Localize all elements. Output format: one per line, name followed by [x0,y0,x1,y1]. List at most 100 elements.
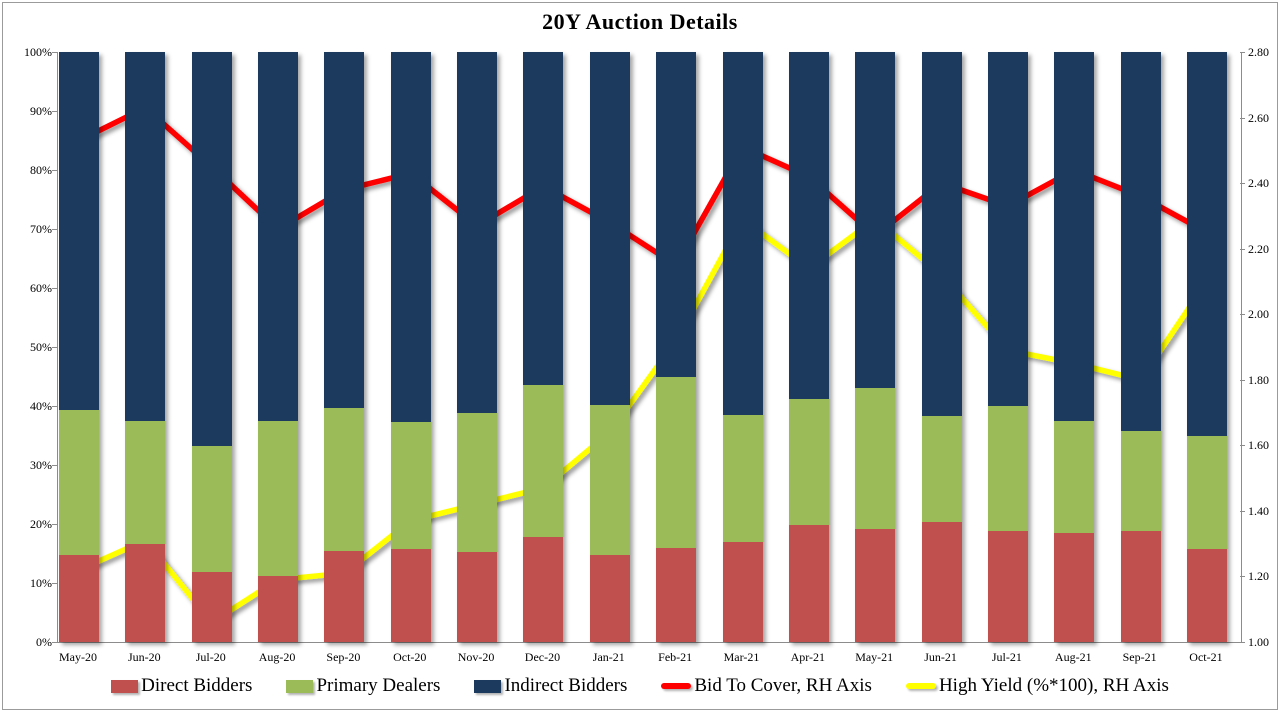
bar-segment-primary-dealers [1120,430,1161,532]
bar-segment-indirect-bidders [191,52,232,446]
bar-segment-direct-bidders [1186,549,1227,642]
left-axis-label-80%: 80% [30,163,52,177]
stacked-bar-May-21 [855,52,896,642]
x-tick-label-Mar-21: Mar-21 [723,650,760,664]
right-axis-label-2.20: 2.20 [1248,241,1269,256]
left-axis-label-0%: 0% [36,635,52,649]
bar-segment-direct-bidders [788,525,829,642]
bar-segment-primary-dealers [788,398,829,526]
legend-item-indirect-bidders: Indirect Bidders [474,675,627,697]
bar-segment-primary-dealers [324,408,365,552]
stacked-bar-Nov-20 [457,52,498,642]
right-axis-tick [1240,379,1245,381]
x-tick-label-Jun-21: Jun-21 [924,650,957,664]
left-axis-tick [52,288,57,289]
right-axis-label-2.80: 2.80 [1248,45,1269,59]
left-axis-label-90%: 90% [30,104,52,118]
bar-segment-indirect-bidders [788,52,829,399]
stacked-bar-Aug-20 [258,52,299,642]
right-axis-tick [1240,510,1245,512]
right-axis-tick [1240,183,1245,185]
bar-segment-direct-bidders [457,551,498,642]
legend-label: Primary Dealers [316,675,441,696]
stacked-bar-Apr-21 [788,52,829,642]
legend-item-high-yield-100-rh-axis: High Yield (%*100), RH Axis [905,675,1169,697]
bar-segment-primary-dealers [1054,420,1095,533]
legend-swatch-bar [286,679,314,693]
right-axis-tick [1240,117,1245,119]
bar-segment-primary-dealers [125,421,166,545]
bar-segment-primary-dealers [258,420,299,576]
left-axis-label-20%: 20% [30,517,52,531]
legend-label: Indirect Bidders [504,675,628,696]
stacked-bar-Jul-21 [987,52,1028,642]
bar-segment-indirect-bidders [589,52,630,405]
left-axis-label-30%: 30% [30,458,52,472]
legend: Direct Bidders Primary Dealers Indirect Bi… [0,675,1280,697]
stacked-bar-May-20 [59,52,99,642]
bar-segment-primary-dealers [59,410,99,556]
x-tick-label-Oct-20: Oct-20 [393,650,427,664]
bar-segment-primary-dealers [987,406,1028,532]
legend-label: Bid To Cover, RH Axis [694,675,872,696]
x-tick-label-Dec-20: Dec-20 [524,650,561,664]
right-axis-label-1.00: 1.00 [1248,635,1269,649]
x-tick-label-Jul-21: Jul-21 [991,650,1022,664]
right-axis-label-1.60: 1.60 [1248,438,1269,453]
x-tick-label-Apr-21: Apr-21 [790,650,826,664]
bar-segment-direct-bidders [855,528,896,642]
x-tick-label-Jan-21: Jan-21 [592,650,625,664]
bar-segment-primary-dealers [921,416,962,522]
bar-segment-indirect-bidders [125,52,166,422]
left-axis-label-50%: 50% [30,340,52,354]
stacked-bar-Feb-21 [656,52,697,642]
bar-segment-indirect-bidders [921,52,962,417]
left-axis-tick [52,524,57,525]
stacked-bar-Jul-20 [191,52,232,642]
bar-segment-indirect-bidders [656,52,697,377]
legend-label: Direct Bidders [141,675,253,696]
x-tick-label-May-20: May-20 [59,650,97,664]
legend-swatch-line [905,683,936,689]
left-axis-label-60%: 60% [30,281,52,295]
bar-segment-direct-bidders [125,544,166,642]
bar-segment-indirect-bidders [1120,52,1161,431]
left-axis-tick [52,406,57,407]
stacked-bar-Jan-21 [589,52,630,642]
x-tick-label-Sep-21: Sep-21 [1122,650,1157,664]
bar-segment-direct-bidders [390,548,431,642]
stacked-bar-Jun-20 [125,52,166,642]
bar-segment-direct-bidders [1120,531,1161,642]
bar-segment-primary-dealers [722,414,763,543]
x-tick-label-Nov-20: Nov-20 [457,650,495,664]
bar-segment-primary-dealers [855,387,896,529]
left-axis-tick [52,465,57,466]
bar-segment-direct-bidders [191,572,232,642]
right-axis-tick [1240,314,1245,316]
plot-area [57,52,1242,643]
left-axis-label-70%: 70% [30,222,52,236]
right-axis-label-2.40: 2.40 [1248,176,1269,191]
stacked-bar-Dec-20 [523,52,564,642]
stacked-bar-Sep-20 [324,52,365,642]
stacked-bar-Sep-21 [1120,52,1161,642]
left-axis-tick [52,642,57,643]
bar-segment-direct-bidders [324,551,365,642]
stacked-bar-Oct-20 [390,52,431,642]
right-axis-label-1.40: 1.40 [1248,503,1269,518]
bar-segment-indirect-bidders [1054,52,1095,421]
bar-segment-direct-bidders [987,531,1028,642]
right-axis-tick [1240,576,1245,578]
right-axis-tick [1240,642,1245,643]
x-tick-label-Feb-21: Feb-21 [658,650,693,664]
left-axis-tick [52,583,57,584]
bar-segment-primary-dealers [457,412,498,552]
x-tick-label-Jul-20: Jul-20 [195,650,226,664]
line-bid-to-cover-rh-axis [76,104,1210,268]
bar-segment-indirect-bidders [855,52,896,388]
bar-segment-primary-dealers [191,445,232,573]
bar-segment-primary-dealers [390,421,431,549]
right-axis-tick [1240,248,1245,250]
bar-segment-direct-bidders [656,547,697,642]
left-axis-tick [52,170,57,171]
